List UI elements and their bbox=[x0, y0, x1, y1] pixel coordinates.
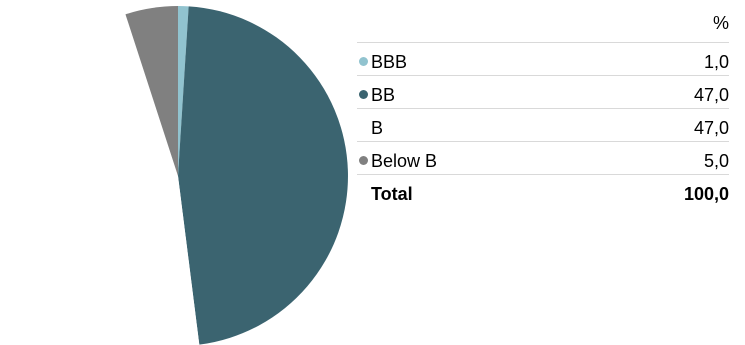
legend-value-b: 47,0 bbox=[693, 118, 729, 138]
legend-marker-below-b bbox=[359, 156, 368, 165]
pie-slice-bb bbox=[178, 6, 348, 345]
legend-label-below-b: Below B bbox=[371, 151, 438, 171]
legend-label-b: B bbox=[371, 118, 384, 138]
legend-value-bbb: 1,0 bbox=[703, 52, 729, 72]
legend-value-below-b: 5,0 bbox=[703, 151, 729, 171]
legend-value-bb: 47,0 bbox=[693, 85, 729, 105]
pie-slice-bbb bbox=[178, 6, 189, 176]
legend-row-bb: BB 47,0 bbox=[357, 76, 729, 109]
legend-label-bb: BB bbox=[371, 85, 396, 105]
legend-row-below-b: Below B 5,0 bbox=[357, 142, 729, 175]
total-value: 100,0 bbox=[683, 184, 729, 204]
legend-row-bbb: BBB 1,0 bbox=[357, 43, 729, 76]
legend-label-bbb: BBB bbox=[371, 52, 408, 72]
legend-table: % BBB 1,0 BB 47,0 B 47,0 Below B 5,0 Tot… bbox=[357, 8, 729, 207]
legend-row-b: B 47,0 bbox=[357, 109, 729, 142]
legend-marker-bbb bbox=[359, 57, 368, 66]
total-label: Total bbox=[371, 184, 413, 204]
unit-header: % bbox=[712, 13, 729, 33]
pie-slice-below-b bbox=[125, 6, 178, 176]
legend-header: % bbox=[357, 8, 729, 43]
legend-row-total: Total 100,0 bbox=[357, 175, 729, 207]
legend-marker-bb bbox=[359, 90, 368, 99]
pie-chart bbox=[7, 6, 348, 345]
pie-slice-b bbox=[7, 14, 200, 345]
